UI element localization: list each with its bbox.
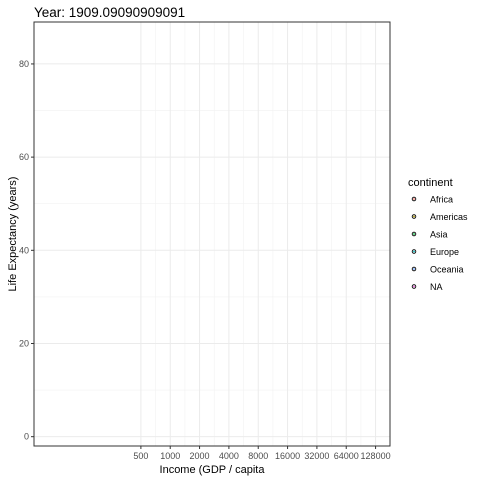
y-axis: 0 20 40 60 80 bbox=[19, 59, 34, 442]
major-gridlines bbox=[34, 22, 390, 446]
legend-marker-outline bbox=[411, 231, 417, 237]
chart-title: Year: 1909.09090909091 bbox=[34, 5, 185, 20]
y-tick-label: 80 bbox=[19, 59, 29, 69]
x-tick-label: 32000 bbox=[304, 451, 329, 461]
legend-marker-outline bbox=[411, 249, 417, 254]
legend-title: continent bbox=[408, 177, 453, 189]
legend-marker bbox=[413, 285, 415, 288]
legend-marker-outline bbox=[411, 266, 417, 272]
y-tick-label: 60 bbox=[19, 152, 29, 162]
y-tick-label: 0 bbox=[24, 432, 29, 442]
y-tick-label: 20 bbox=[19, 338, 29, 348]
x-tick-label: 128000 bbox=[361, 451, 391, 461]
legend-label: Americas bbox=[430, 212, 468, 222]
x-tick-label: 64000 bbox=[334, 451, 359, 461]
plot-panel-border bbox=[33, 21, 391, 447]
legend-marker-outline bbox=[411, 214, 417, 219]
minor-gridlines bbox=[34, 22, 390, 446]
x-tick-label: 500 bbox=[133, 451, 148, 461]
legend-label: Europe bbox=[430, 247, 459, 257]
legend-marker-outline bbox=[411, 196, 417, 202]
legend-label: Oceania bbox=[430, 265, 464, 275]
legend: continent Africa Americas Asia Europe Oceani… bbox=[408, 177, 468, 293]
legend-marker bbox=[413, 215, 415, 218]
x-tick-label: 4000 bbox=[219, 451, 239, 461]
legend-marker bbox=[413, 250, 415, 253]
x-axis: 500 1000 2000 4000 8000 16000 32000 64000 128000 bbox=[133, 446, 391, 461]
x-tick-label: 16000 bbox=[275, 451, 300, 461]
x-tick-label: 8000 bbox=[248, 451, 268, 461]
x-tick-label: 2000 bbox=[190, 451, 210, 461]
legend-marker bbox=[413, 268, 415, 270]
y-tick-label: 40 bbox=[19, 245, 29, 255]
x-tick-label: 1000 bbox=[160, 451, 180, 461]
y-axis-title: Life Expectancy (years) bbox=[7, 177, 19, 292]
legend-marker bbox=[413, 233, 415, 235]
legend-label: Africa bbox=[430, 195, 453, 205]
legend-label: Asia bbox=[430, 230, 448, 240]
x-axis-title: Income (GDP / capita bbox=[160, 464, 266, 476]
legend-marker-outline bbox=[411, 284, 417, 289]
legend-label: NA bbox=[430, 282, 443, 292]
legend-marker bbox=[413, 198, 415, 200]
